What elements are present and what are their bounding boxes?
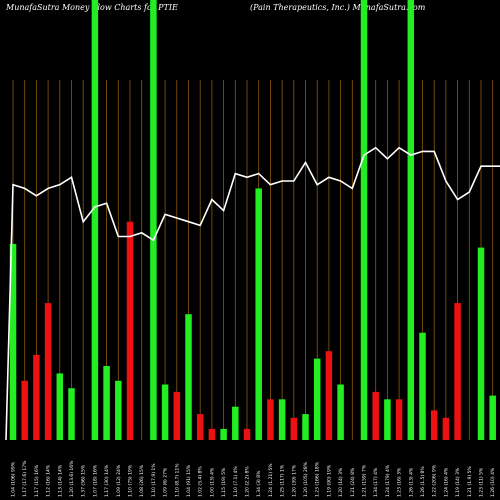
bar — [9, 243, 17, 440]
highlight-bar — [360, 0, 368, 440]
x-tick-label: 1.09 (12) 24% — [116, 464, 122, 497]
bar — [161, 384, 169, 440]
bar — [21, 380, 28, 440]
x-tick-label: 1.34 (17) 4% — [373, 467, 379, 497]
x-tick-label: 1.37 (56) 15% — [81, 464, 87, 497]
x-tick-label: 1.12 (16) 14% — [46, 464, 52, 497]
x-tick-label: 1.08 (26) 15% — [139, 464, 145, 497]
bar — [56, 373, 64, 440]
x-tick-label: 1.23 (166) 18% — [315, 461, 321, 497]
x-tick-label: 1.20 (14) 3% — [338, 467, 344, 497]
x-tick-label: 1.20 (2.2) 8% — [245, 466, 251, 497]
x-tick-label: 1.20 (105) 28% — [303, 461, 309, 497]
x-tick-label: 1.26 (1.5) 8% — [420, 466, 426, 497]
x-tick-label: 1.10 (17.9) 1% — [151, 463, 157, 497]
bar — [430, 410, 438, 440]
bar — [419, 332, 426, 440]
bar — [278, 399, 286, 440]
x-tick-label: 1.21 (24) 8% — [350, 467, 356, 497]
x-tick-label: 1.24 (16) 4% — [443, 467, 449, 497]
x-tick-label: 1.26 (10) 4% — [490, 467, 496, 497]
bar — [68, 388, 75, 440]
bar — [115, 380, 122, 440]
x-tick-label: 1.17 (15) 16% — [34, 464, 40, 497]
x-tick-label: 1.07 (18) 16% — [92, 464, 98, 497]
bar — [302, 414, 309, 440]
bar — [243, 428, 251, 440]
bar — [477, 247, 485, 440]
x-tick-label: 1.24 (1.21) 5% — [268, 463, 274, 497]
x-tick-label: 1.09 (6) 27% — [163, 467, 169, 497]
bar — [208, 428, 216, 440]
x-tick-label: 1.04 (91) 15% — [186, 464, 192, 497]
bar — [185, 314, 192, 440]
x-tick-label: 1.10 (8.7) 11% — [174, 463, 180, 497]
bar — [313, 358, 321, 440]
x-tick-label: 1.17 (17.6) 17% — [22, 460, 28, 497]
x-tick-label: 1.13 (14) 14% — [57, 464, 63, 497]
x-tick-label: 1.20 (39) 17% — [291, 464, 297, 497]
x-tick-label: 1.21 (159) 7% — [362, 464, 368, 497]
bar — [384, 399, 391, 440]
bar — [220, 428, 227, 440]
x-tick-label: 1.10 (7.1) 4% — [233, 466, 239, 497]
x-tick-label: 1.10 (75) 19% — [128, 464, 134, 497]
bar — [232, 406, 239, 440]
bar — [196, 414, 204, 440]
x-tick-label: 1.19 (14) 3% — [455, 467, 461, 497]
highlight-bars — [91, 0, 415, 440]
x-tick-label: 1.23 (16) 3% — [397, 467, 403, 497]
chart-title-right: (Pain Therapeutics, Inc.) MunafaSutra.co… — [250, 3, 426, 12]
bar — [454, 303, 461, 440]
x-tick-label: 1.17 (30) 14% — [104, 464, 110, 497]
x-tick-label: 1.24 (179) 4% — [385, 464, 391, 497]
x-tick-label: 1.26 (13) 4% — [408, 467, 414, 497]
bar-series — [9, 188, 496, 440]
x-tick-label: 1.02 (5.4) 8% — [198, 466, 204, 497]
bar — [442, 417, 450, 440]
bar — [44, 303, 52, 440]
x-tick-label: 1.23 (11) 5% — [479, 467, 485, 497]
highlight-bar — [407, 0, 415, 440]
bar — [103, 366, 110, 440]
x-tick-labels: 1.04 (106) 99% 1.17 (17.6) 17% 1.17 (15) 1… — [11, 460, 497, 497]
bar — [325, 351, 333, 440]
x-tick-label: 1.22 (206) 9% — [432, 464, 438, 497]
x-tick-label: 1.04 (106) 99% — [11, 461, 17, 497]
bar — [126, 221, 134, 440]
highlight-bar — [150, 0, 157, 440]
x-tick-label: 1.21 (1.9) 5% — [467, 466, 473, 497]
bar — [173, 391, 181, 440]
x-tick-label: 1.15 (19) 5% — [221, 467, 227, 497]
bar — [33, 354, 40, 440]
x-tick-label: 1.25 (117) 1% — [280, 464, 286, 497]
x-tick-label: 1.00 (13) 4% — [209, 467, 215, 497]
line-series — [5, 146, 500, 441]
x-tick-label: 1.34 (3) 8% — [256, 470, 262, 497]
x-tick-label: 1.19 (90) 19% — [326, 464, 332, 497]
bar — [337, 384, 344, 440]
bar — [290, 417, 298, 440]
bar — [267, 399, 274, 440]
bar — [372, 391, 379, 440]
x-tick-label: 1.20 (13.6) 16% — [69, 460, 75, 497]
bar — [255, 188, 262, 440]
highlight-bar — [91, 0, 99, 440]
bar — [489, 395, 496, 440]
bar — [395, 399, 403, 440]
line-path — [5, 146, 500, 441]
